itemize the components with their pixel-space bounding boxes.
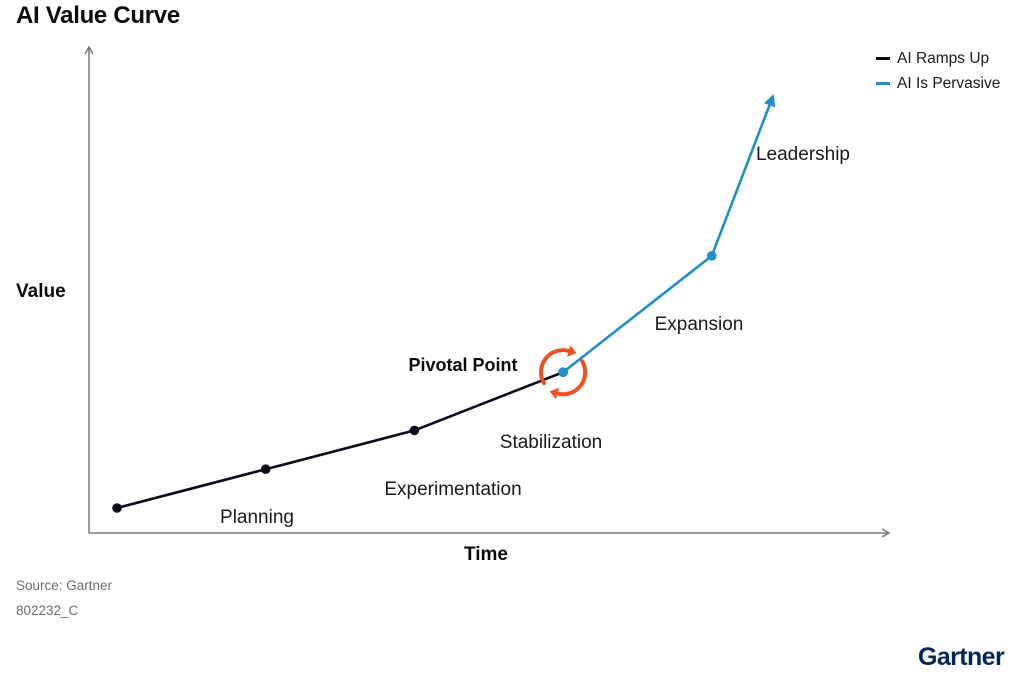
pivot-layer — [539, 345, 588, 400]
chart-legend: AI Ramps Up AI Is Pervasive — [876, 46, 1000, 96]
data-point-ai-ramps-up — [409, 425, 420, 436]
pivot-arc-lower — [555, 359, 588, 397]
pivotal-point-label: Pivotal Point — [408, 355, 517, 375]
data-point-ai-is-pervasive — [707, 251, 717, 261]
source-note: Source: Gartner — [16, 578, 113, 593]
data-point-ai-is-pervasive — [558, 367, 568, 378]
legend-swatch-ai-ramps-up — [876, 57, 890, 60]
data-point-ai-ramps-up — [112, 503, 122, 513]
legend-label-ai-ramps-up: AI Ramps Up — [897, 49, 990, 67]
pivot-arrowhead-upper — [567, 345, 577, 357]
series-line-ai-ramps-up — [115, 370, 565, 510]
legend-swatch-ai-is-pervasive — [876, 82, 890, 85]
stage-label-expansion: Expansion — [655, 314, 744, 335]
stage-label-stabilization: Stabilization — [500, 432, 602, 453]
stage-label-leadership: Leadership — [756, 144, 850, 165]
x-axis-label: Time — [464, 544, 509, 565]
stage-label-planning: Planning — [220, 507, 294, 528]
y-axis-label: Value — [16, 281, 66, 302]
legend-label-ai-is-pervasive: AI Is Pervasive — [897, 74, 1001, 92]
pivot-arc-upper — [539, 348, 571, 386]
legend-item-ai-ramps-up: AI Ramps Up — [876, 46, 1000, 71]
stage-label-experimentation: Experimentation — [384, 479, 521, 500]
gartner-logo: Gartner — [918, 643, 1005, 671]
data-point-ai-ramps-up — [260, 464, 271, 475]
labels-layer: Planning Experimentation Stabilization Expa… — [220, 144, 850, 528]
legend-item-ai-is-pervasive: AI Is Pervasive — [876, 71, 1000, 96]
document-id: 802232_C — [16, 603, 79, 618]
pivot-arrowhead-lower — [549, 387, 559, 400]
series-layer — [115, 94, 776, 510]
chart-title: AI Value Curve — [16, 2, 180, 29]
points-layer — [112, 251, 717, 513]
